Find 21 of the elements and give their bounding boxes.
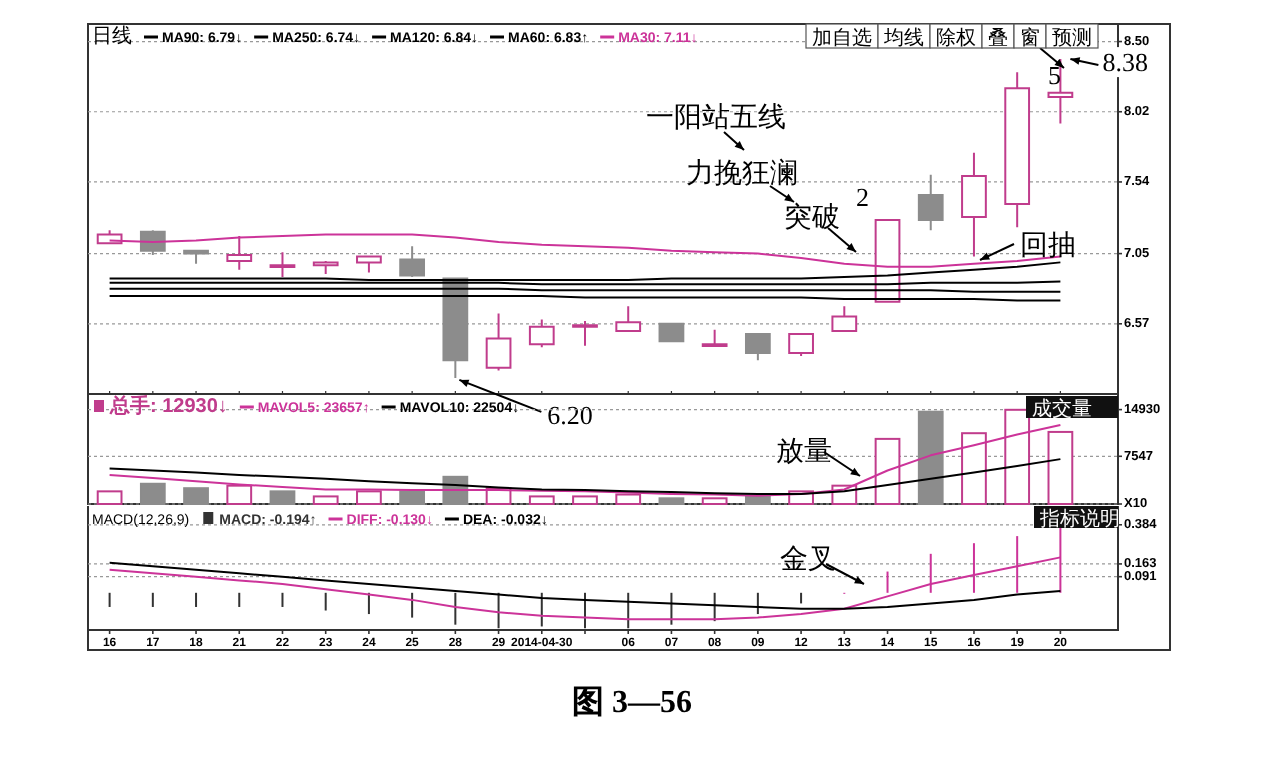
annotation: 一阳站五线: [646, 102, 786, 134]
annotation: 成交量: [1032, 397, 1092, 421]
annotation: 回抽: [1020, 230, 1076, 262]
annotation: 5: [1048, 60, 1061, 90]
annotation: 预测: [1052, 26, 1092, 50]
annotation: 均线: [882, 26, 924, 50]
caption: 图 3—56: [572, 686, 692, 720]
legend-label: 总手: 12930↓: [108, 394, 228, 418]
chart-title: 日线: [92, 24, 132, 48]
annotation: 叠: [988, 28, 1008, 50]
annotation: 8.38: [1102, 47, 1148, 78]
annotation: 除权: [936, 26, 976, 50]
annotation: 6.20: [547, 399, 593, 430]
annotation: 窗: [1020, 26, 1040, 50]
annotation: 突破: [784, 202, 840, 234]
annotation: 放量: [776, 436, 832, 468]
annotation: 加自选: [812, 26, 872, 50]
annotation: 指标说明: [1038, 507, 1120, 531]
annotation: 金叉: [780, 544, 836, 576]
annotation: 力挽狂澜: [686, 158, 798, 190]
annotation: 2: [856, 182, 869, 212]
